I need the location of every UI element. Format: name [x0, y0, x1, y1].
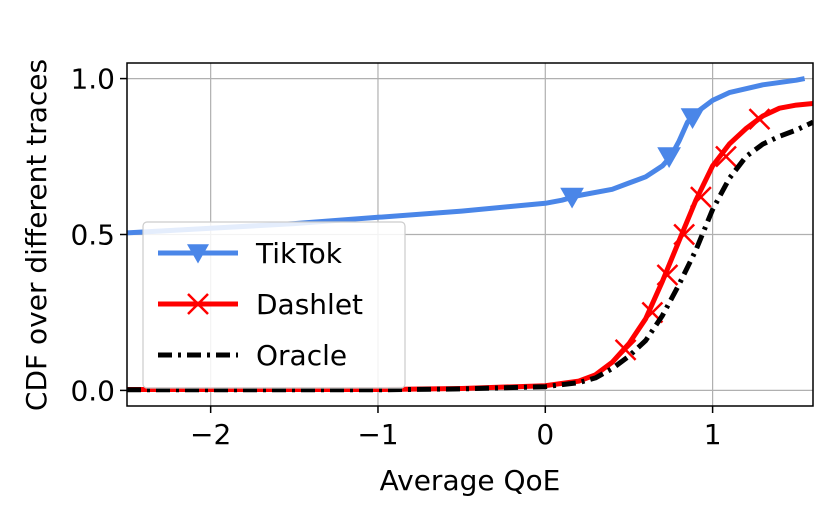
series-layer	[127, 76, 813, 393]
x-tick-label-3: 1	[704, 418, 722, 451]
legend-marker-tiktok	[187, 244, 209, 264]
x-tick-label-2: 0	[536, 418, 554, 451]
marker-tiktok-1	[657, 147, 681, 169]
marker-tiktok-2	[680, 108, 705, 130]
marker-dashlet-6	[748, 108, 771, 131]
series-line-tiktok	[127, 76, 806, 236]
legend-label-oracle: Oracle	[256, 339, 347, 372]
x-axis-label: Average QoE	[380, 464, 561, 497]
x-tick-label-1: −1	[357, 418, 398, 451]
marker-dashlet-0	[614, 338, 637, 361]
ticks: −2 −1 0 1 0.0 0.5 1.0	[70, 63, 721, 451]
marker-dashlet-2	[656, 264, 679, 286]
legend-label-tiktok: TikTok	[255, 237, 343, 270]
marker-dashlet-4	[690, 186, 712, 208]
y-tick-label-2: 1.0	[70, 63, 115, 96]
legend: TikTok Dashlet Oracle	[142, 221, 406, 389]
y-tick-label-0: 0.0	[70, 374, 115, 407]
y-axis-label: CDF over different traces	[20, 59, 53, 411]
marker-dashlet-3	[673, 223, 696, 246]
legend-box	[142, 221, 406, 389]
x-tick-label-0: −2	[190, 418, 231, 451]
legend-marker-dashlet	[187, 293, 209, 315]
y-tick-label-1: 0.5	[70, 219, 115, 252]
series-line-oracle	[127, 119, 813, 393]
legend-label-dashlet: Dashlet	[256, 288, 363, 321]
marker-tiktok-0	[560, 187, 584, 209]
marker-dashlet-5	[715, 145, 737, 168]
